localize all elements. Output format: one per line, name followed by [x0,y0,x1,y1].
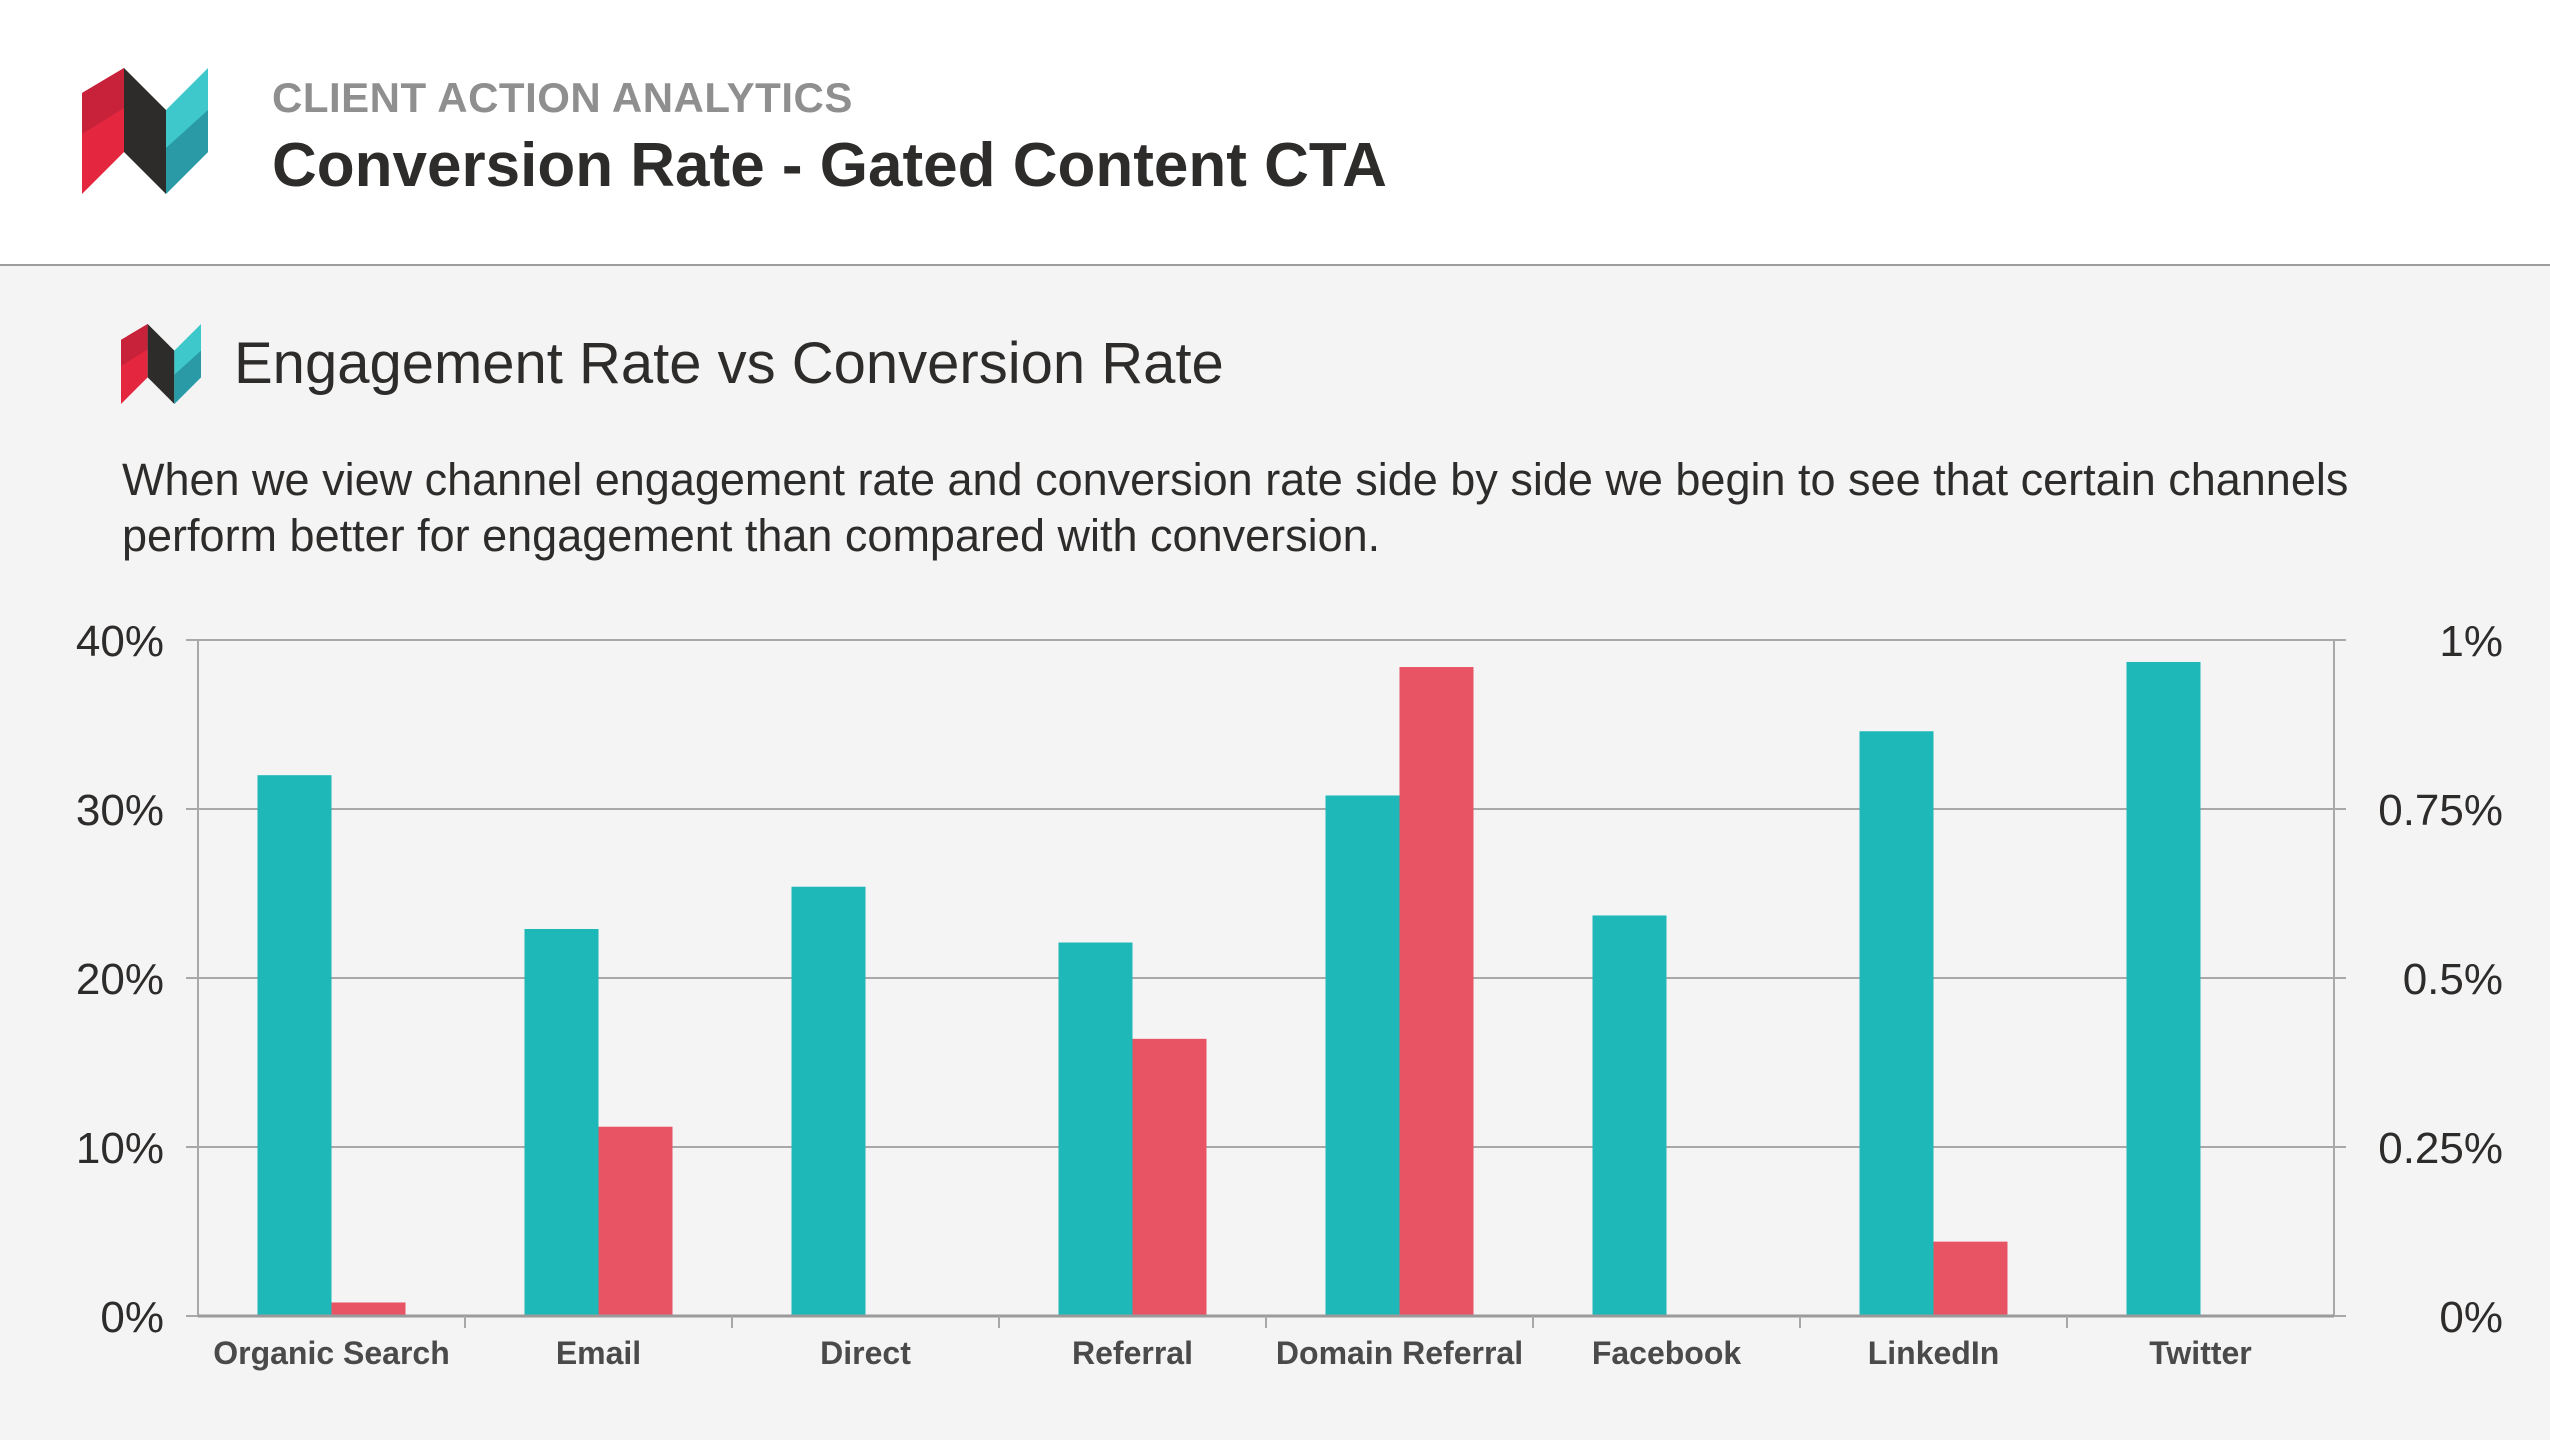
right-tick-label: 1% [2439,617,2503,666]
category-label: Referral [1072,1335,1193,1371]
conversion-bar-email [598,1126,673,1316]
header: CLIENT ACTION ANALYTICS Conversion Rate … [0,0,2550,266]
category-label: Domain Referral [1276,1335,1523,1371]
brand-logo [82,68,208,194]
right-tick-label: 0.5% [2403,955,2503,1004]
page-kicker: CLIENT ACTION ANALYTICS [272,74,853,121]
engagement-bar-direct [791,886,866,1316]
left-tick-label: 0% [100,1293,164,1342]
conversion-bar-organic-search [331,1302,406,1316]
engagement-bar-facebook [1592,915,1667,1316]
axis-labels: 0% 10% 20% 30% 40% 0% 0.25% 0.5% 0.75% 1% Organic … [76,617,2503,1371]
conversion-bar-linkedin [1933,1241,2008,1316]
engagement-bar-linkedin [1859,731,1934,1316]
conversion-bar-domain-referral [1399,667,1474,1316]
right-tick-label: 0.25% [2378,1124,2503,1173]
engagement-bar-email [524,928,599,1316]
left-tick-label: 20% [76,955,164,1004]
category-label: LinkedIn [1868,1335,2000,1371]
right-tick-label: 0% [2439,1293,2503,1342]
left-tick-label: 10% [76,1124,164,1173]
left-tick-label: 40% [76,617,164,666]
engagement-bar-referral [1058,942,1133,1316]
category-label: Organic Search [213,1335,450,1371]
axes [186,639,2346,1328]
left-tick-label: 30% [76,786,164,835]
page-title: Conversion Rate - Gated Content CTA [272,131,1387,200]
right-tick-label: 0.75% [2378,786,2503,835]
category-label: Email [556,1335,641,1371]
engagement-bar-organic-search [257,775,332,1316]
engagement-bar-twitter [2126,661,2201,1316]
conversion-bar-referral [1132,1038,1207,1316]
bar-chart: 0% 10% 20% 30% 40% 0% 0.25% 0.5% 0.75% 1% Organic … [76,617,2503,1371]
section-description: When we view channel engagement rate and… [122,454,2349,561]
section-logo [121,324,201,404]
category-label: Twitter [2149,1335,2252,1371]
category-label: Facebook [1592,1335,1742,1371]
engagement-bar-domain-referral [1325,795,1400,1316]
category-label: Direct [820,1335,911,1371]
grid-lines [198,639,2334,1317]
bars [257,661,2201,1316]
section-title: Engagement Rate vs Conversion Rate [234,331,1224,396]
